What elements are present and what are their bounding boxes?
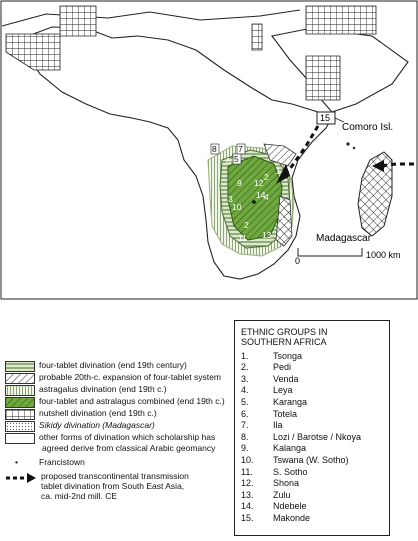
ethnic-group-name: Leya xyxy=(273,385,293,396)
swatch-grid xyxy=(5,409,35,420)
francistown-dot-icon: • xyxy=(15,457,18,467)
region-number-label: 1 xyxy=(280,214,285,224)
region-numbers: 875691221431021411131 xyxy=(210,143,285,243)
region-number-label: 5 xyxy=(234,154,239,164)
ethnic-group-item: 11. S. Sotho xyxy=(241,467,383,479)
eastern-coast-zone xyxy=(275,195,293,247)
ethnic-group-item: 5. Karanga xyxy=(241,397,383,409)
legend-item-sikidy: Sikidy divination (Madagascar) xyxy=(5,421,155,432)
ethnic-group-name: Totela xyxy=(273,408,298,419)
ethnic-group-name: Karanga xyxy=(273,397,308,408)
ethnic-group-name: Venda xyxy=(273,373,299,384)
ethnic-group-item: 12. Shona xyxy=(241,478,383,490)
comoro-label: Comoro Isl. xyxy=(342,122,393,133)
ethnic-group-name: Zulu xyxy=(273,489,291,500)
legend-item-astragalus: astragalus divination (end 19th c.) xyxy=(5,385,167,396)
region-number-label: 13 xyxy=(262,230,272,240)
ethnic-group-number: 13. xyxy=(241,489,254,500)
ethnic-group-number: 10. xyxy=(241,455,254,466)
ethnic-group-number: 15. xyxy=(241,513,254,523)
region-number-box xyxy=(210,143,220,155)
swatch-hatch-h xyxy=(5,361,35,372)
ethnic-group-name: Tsonga xyxy=(273,350,303,361)
ethnic-group-item: 8. Lozi / Barotse / Nkoya xyxy=(241,432,383,444)
map-of-africa: 15 Comoro Isl. Madagascar 0 1000 km 8 756… xyxy=(0,0,418,300)
region-number-label: 2 xyxy=(264,172,269,182)
legend-item-combined: four-tablet and astralagus combined (end… xyxy=(5,397,225,408)
region-number-label: 10 xyxy=(232,202,242,212)
dashed-arrow-icon xyxy=(6,473,36,483)
transmission-arrow-madagascar xyxy=(379,162,414,168)
ethnic-group-name: Ndebele xyxy=(273,501,307,512)
ethnic-groups-list: 1. Tsonga 2. Pedi 3. Venda 4. Leya 5. Karanga 6. To… xyxy=(241,351,383,525)
region-number-label: 12 xyxy=(254,178,264,188)
ethnic-group-number: 8. xyxy=(241,431,249,442)
ethnic-group-item: 4. Leya xyxy=(241,385,383,397)
ethnic-group-number: 1. xyxy=(241,350,249,361)
twentieth-century-zone xyxy=(263,143,297,167)
ethnic-group-item: 7. Ila xyxy=(241,420,383,432)
ethnic-group-number: 7. xyxy=(241,420,249,431)
region-number-label: 1 xyxy=(276,166,281,176)
ethnic-groups-box: ETHNIC GROUPS IN SOUTHERN AFRICA 1. Tsong… xyxy=(234,320,390,536)
region-number-label: 7 xyxy=(238,144,243,154)
ethnic-group-item: 14. Ndebele xyxy=(241,501,383,513)
legend-item-other-forms: other forms of divination which scholars… xyxy=(5,433,215,444)
ethnic-group-number: 2. xyxy=(241,362,249,373)
scale-zero: 0 xyxy=(295,256,300,266)
ethnic-group-name: Kalanga xyxy=(273,443,307,454)
swatch-vert xyxy=(5,385,35,396)
ethnic-group-number: 4. xyxy=(241,385,249,396)
ethnic-group-item: 2. Pedi xyxy=(241,362,383,374)
combined-zone xyxy=(227,155,283,241)
ethnic-group-item: 13. Zulu xyxy=(241,490,383,502)
ethnic-group-name: S. Sotho xyxy=(273,466,308,477)
ethnic-group-name: Ila xyxy=(273,420,283,431)
region-number-label: 11 xyxy=(238,233,247,243)
legend-item-nutshell: nutshell divination (end 19th c.) xyxy=(5,409,157,420)
ethnic-group-number: 11. xyxy=(241,466,253,477)
ethnic-group-item: 3. Venda xyxy=(241,374,383,386)
legend-item-francistown: • Francistown xyxy=(5,458,85,467)
ethnic-group-number: 5. xyxy=(241,397,249,408)
legend-item-transmission: proposed transcontinental transmission t… xyxy=(5,471,189,501)
ethnic-group-item: 6. Totela xyxy=(241,409,383,421)
ethnic-group-number: 9. xyxy=(241,443,249,454)
region-number-label: 6 xyxy=(226,156,231,166)
region-number-label: 14 xyxy=(256,190,266,200)
ethnic-groups-title: ETHNIC GROUPS IN SOUTHERN AFRICA xyxy=(241,327,328,348)
legend-item-twentieth-century: probable 20th-c. expansion of four-table… xyxy=(5,373,221,384)
ethnic-group-item: 10. Tswana (W. Sotho) xyxy=(241,455,383,467)
ethnic-group-name: Makonde xyxy=(273,513,311,523)
ethnic-group-number: 12. xyxy=(241,478,254,489)
legend-item-other-forms-cont: agreed derive from classical Arabic geom… xyxy=(42,443,216,453)
scale-label: 1000 km xyxy=(366,250,401,260)
ethnic-group-name: Shona xyxy=(273,478,300,489)
ethnic-group-item: 15. Makonde xyxy=(241,513,383,525)
region-number-label: 4 xyxy=(264,192,269,202)
ethnic-group-item: 1. Tsonga xyxy=(241,351,383,363)
ethnic-group-item: 9. Kalanga xyxy=(241,443,383,455)
ethnic-group-number: 3. xyxy=(241,373,249,384)
ethnic-group-name: Tswana (W. Sotho) xyxy=(273,455,349,466)
swatch-hatch-d xyxy=(5,373,35,384)
region-number-label: 8 xyxy=(212,144,217,154)
callout-15-label: 15 xyxy=(320,113,330,123)
swatch-combined xyxy=(5,397,35,408)
ethnic-group-name: Pedi xyxy=(273,362,292,373)
region-number-label: 9 xyxy=(237,178,242,188)
ethnic-group-number: 6. xyxy=(241,408,249,419)
region-number-label: 3 xyxy=(228,194,233,204)
swatch-blank xyxy=(5,433,35,444)
madagascar-label: Madagascar xyxy=(316,233,372,244)
region-number-label: 2 xyxy=(244,220,249,230)
madagascar xyxy=(357,151,393,237)
swatch-dots xyxy=(5,421,35,432)
ethnic-group-number: 14. xyxy=(241,501,254,512)
ethnic-group-name: Lozi / Barotse / Nkoya xyxy=(273,431,362,442)
region-number-box xyxy=(232,153,242,165)
legend-item-four-tablet: four-tablet divination (end 19th century… xyxy=(5,361,187,372)
